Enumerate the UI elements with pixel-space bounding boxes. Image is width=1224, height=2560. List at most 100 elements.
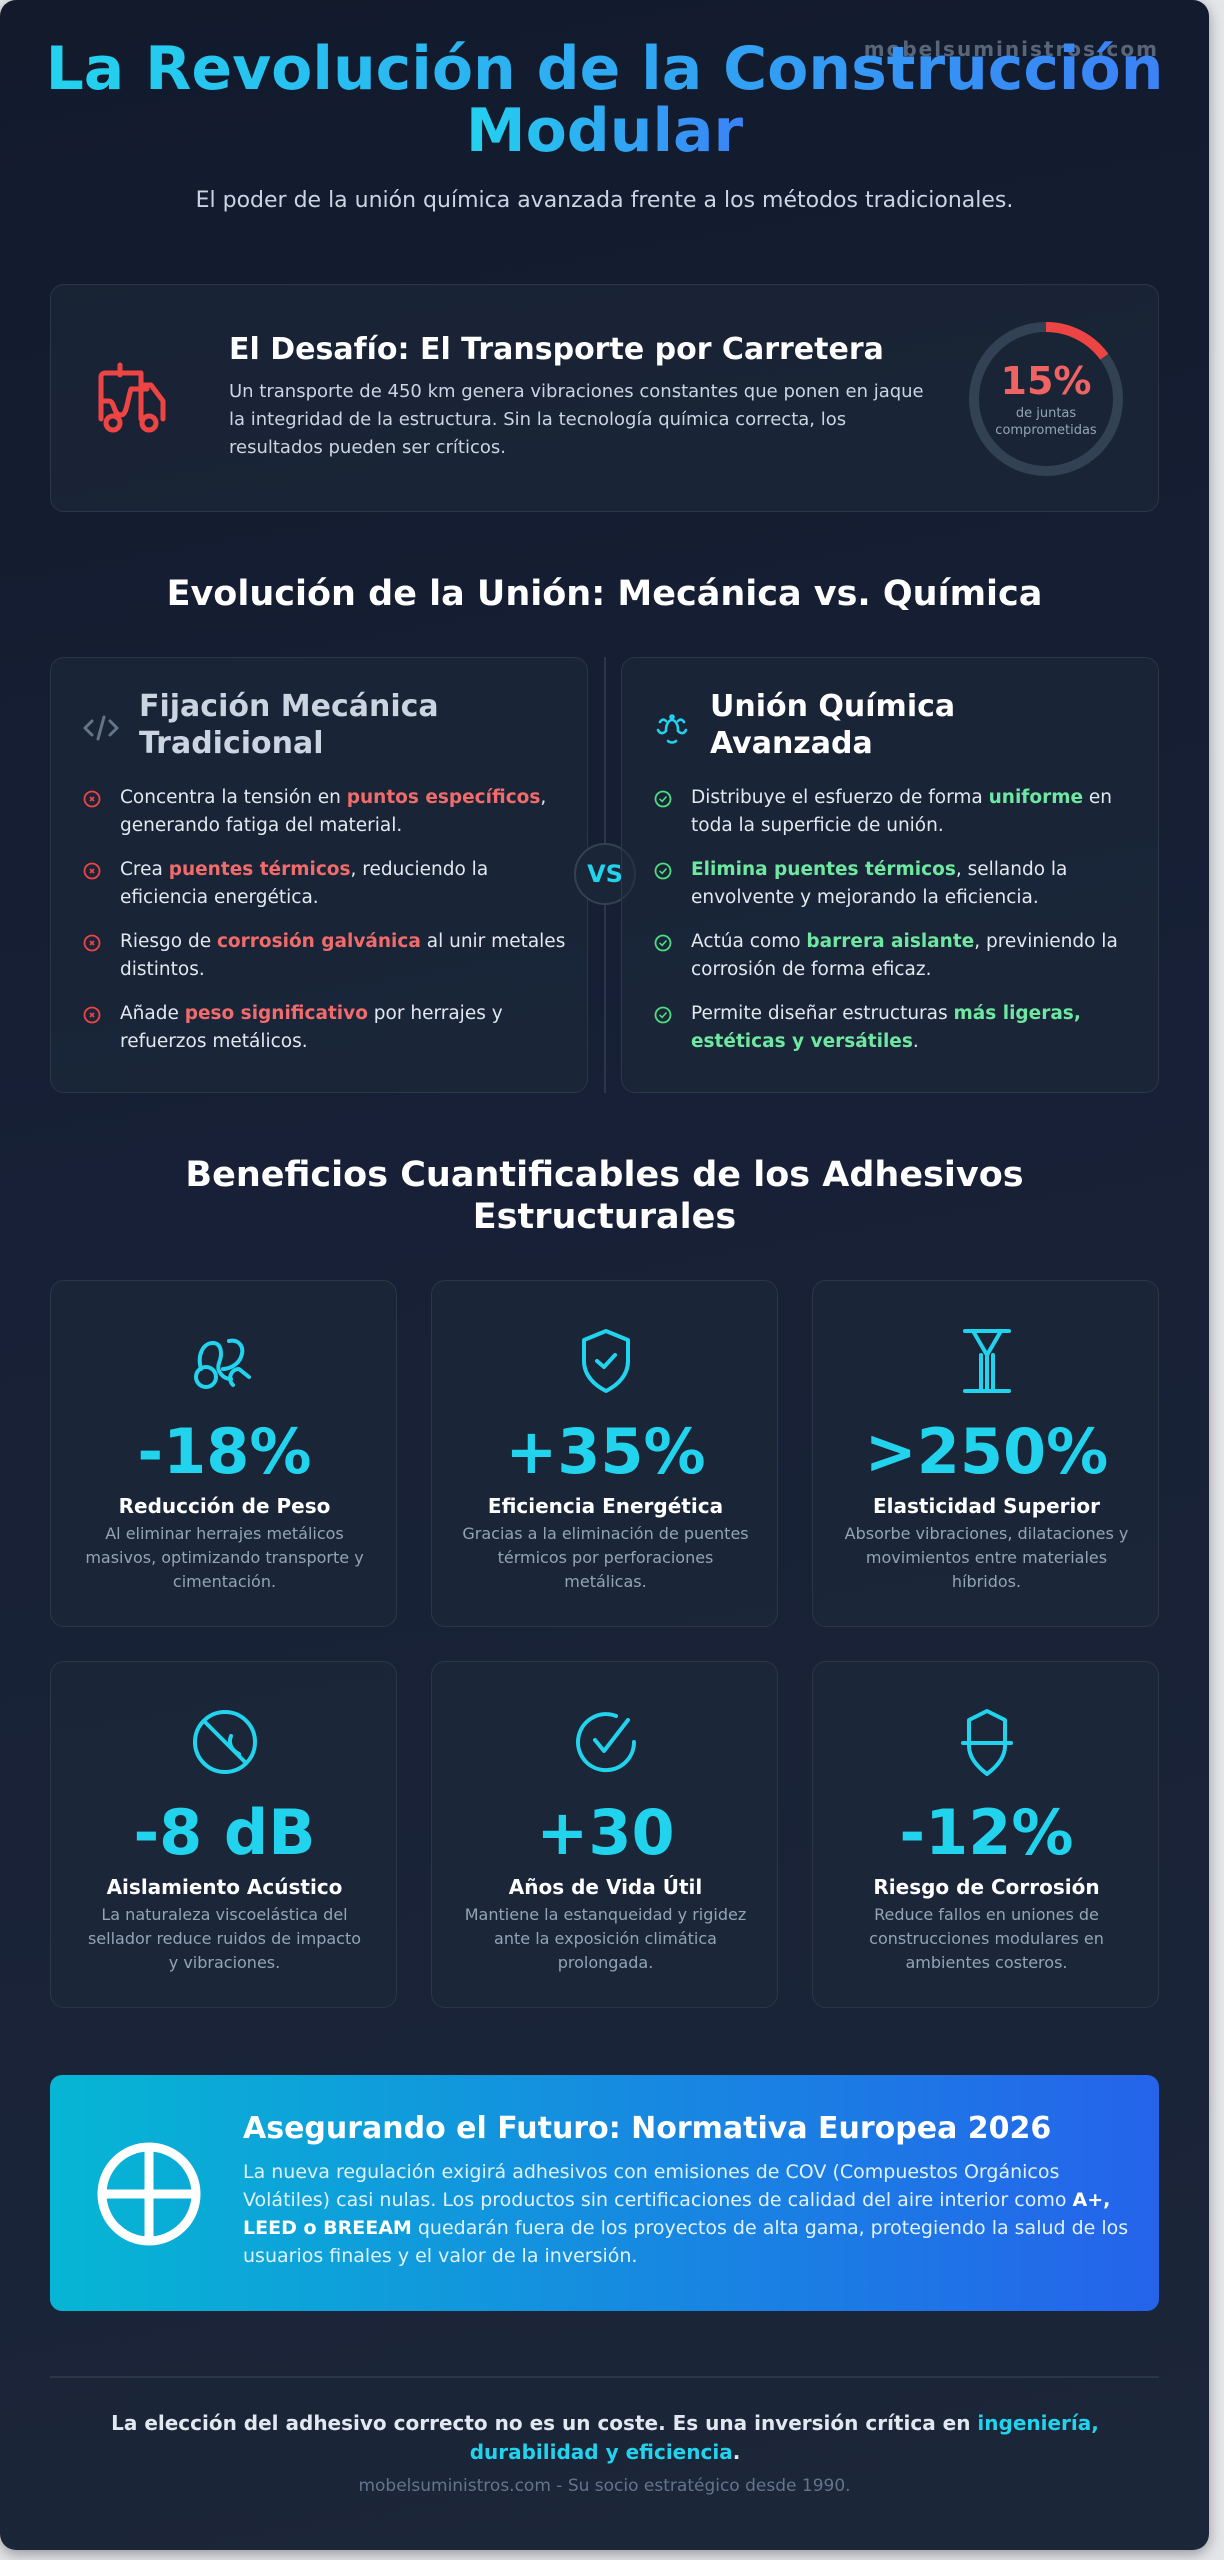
chemical-title: Unión Química Avanzada: [710, 688, 955, 762]
item-text: .: [912, 1031, 919, 1052]
challenge-text: Un transporte de 450 km genera vibracion…: [229, 381, 924, 458]
gauge-value: 15%: [1000, 359, 1092, 403]
benefit-card-energy: +35% Eficiencia Energética Gracias a la …: [431, 1280, 778, 1627]
item-text: , reduciendo la eficiencia energética.: [120, 859, 489, 908]
x-circle-icon: [83, 862, 101, 880]
check-circle-icon: [654, 790, 672, 808]
item-text: Actúa como: [691, 931, 807, 952]
challenge-card: El Desafío: El Transporte por Carretera …: [50, 284, 1159, 512]
benefit-name: Riesgo de Corrosión: [873, 1875, 1100, 1899]
item-highlight: barrera aislante: [806, 931, 975, 952]
benefit-description: Mantiene la estanqueidad y rigidez ante …: [464, 1905, 747, 1972]
item-highlight: puentes térmicos: [168, 859, 351, 880]
benefit-name: Eficiencia Energética: [487, 1494, 724, 1518]
item-highlight: más ligeras, estéticas y versátiles: [691, 1003, 1081, 1052]
item-text: , previniendo la corrosión de forma efic…: [691, 931, 1118, 980]
item-highlight: uniforme: [988, 787, 1084, 808]
item-text: Permite diseñar estructuras: [691, 1003, 954, 1024]
list-item: Actúa como barrera aislante, previniendo…: [654, 928, 1144, 984]
closing-text: La elección del adhesivo correcto no es …: [111, 2411, 978, 2435]
regulation-banner: Asegurando el Futuro: Normativa Europea …: [50, 2075, 1159, 2311]
list-item: Elimina puentes térmicos, sellando la en…: [654, 856, 1144, 912]
benefit-description: Al eliminar herrajes metálicos masivos, …: [85, 1524, 364, 1591]
item-text: Añade: [120, 1003, 185, 1024]
regulation-text-part: quedarán fuera de los proyectos de alta …: [243, 2217, 1129, 2267]
shield-half-icon: [961, 1709, 1013, 1776]
item-highlight: puntos específicos: [346, 787, 541, 808]
gauge-label: de juntas comprometidas: [966, 405, 1126, 439]
x-circle-icon: [83, 790, 101, 808]
list-item: Concentra la tensión en puntos específic…: [83, 784, 573, 840]
footer-tagline: mobelsuministros.com - Su socio estratég…: [358, 2476, 851, 2496]
footer-divider: [50, 2376, 1159, 2378]
check-circle-icon: [576, 1712, 637, 1773]
mechanical-title: Fijación Mecánica Tradicional: [139, 688, 439, 762]
benefit-card-corrosion: -12% Riesgo de Corrosión Reduce fallos e…: [812, 1661, 1159, 2008]
benefit-description: Absorbe vibraciones, dilataciones y movi…: [844, 1524, 1129, 1591]
shield-check-icon: [582, 1329, 630, 1393]
item-highlight: Elimina puentes térmicos: [691, 859, 956, 880]
benefit-value: -8 dB: [133, 1796, 316, 1869]
item-text: , generando fatiga del material.: [120, 787, 547, 836]
truck-icon: [98, 362, 166, 433]
closing-highlight: ingeniería, durabilidad y eficiencia: [469, 2411, 1099, 2464]
page-subtitle: El poder de la unión química avanzada fr…: [195, 188, 1014, 213]
item-highlight: peso significativo: [184, 1003, 368, 1024]
gauge-label-line-1: de juntas: [1015, 406, 1077, 421]
elastic-beam-icon: [963, 1329, 1011, 1393]
item-highlight: corrosión galvánica: [216, 931, 421, 952]
title-line-1: La Revolución de la Construcción: [45, 34, 1164, 104]
gauge-label-line-2: comprometidas: [995, 423, 1097, 438]
watermark: mobelsuministros.com: [864, 37, 1159, 61]
benefit-description: Reduce fallos en uniones de construccion…: [869, 1905, 1104, 1972]
x-circle-icon: [83, 934, 101, 952]
benefit-card-elasticity: >250% Elasticidad Superior Absorbe vibra…: [812, 1280, 1159, 1627]
mechanical-fixing-card: Fijación Mecánica Tradicional Concentra …: [50, 657, 588, 1093]
item-text: Crea: [120, 859, 169, 880]
benefit-name: Elasticidad Superior: [873, 1494, 1100, 1518]
benefit-card-weight: -18% Reducción de Peso Al eliminar herra…: [50, 1280, 397, 1627]
list-item: Permite diseñar estructuras más ligeras,…: [654, 1000, 1144, 1056]
title-line-2: Modular: [465, 96, 744, 166]
chemical-bonding-card: Unión Química Avanzada Distribuye el esf…: [621, 657, 1159, 1093]
chemical-title-line-2: Avanzada: [710, 726, 873, 761]
check-circle-icon: [654, 934, 672, 952]
globe-icon: [97, 2142, 201, 2246]
benefit-value: -18%: [137, 1415, 312, 1488]
benefit-description: La naturaleza viscoelástica del sellador…: [87, 1905, 362, 1972]
code-icon: [83, 715, 119, 741]
benefit-value: +35%: [505, 1415, 706, 1488]
sound-off-icon: [193, 1710, 257, 1774]
benefit-value: >250%: [864, 1415, 1109, 1488]
closing-text: .: [732, 2440, 741, 2464]
mechanical-title-line-1: Fijación Mecánica: [139, 689, 439, 724]
gauge-ring-icon: [969, 322, 1123, 476]
list-item: Añade peso significativo por herrajes y …: [83, 1000, 573, 1056]
benefits-title: Beneficios Cuantificables de los Adhesiv…: [0, 1154, 1209, 1238]
benefit-name: Años de Vida Útil: [508, 1875, 703, 1899]
mechanical-title-line-2: Tradicional: [139, 726, 324, 761]
benefit-value: +30: [536, 1796, 675, 1869]
item-text: Concentra la tensión en: [120, 787, 347, 808]
benefit-description: Gracias a la eliminación de puentes térm…: [462, 1524, 749, 1591]
item-text: , sellando la envolvente y mejorando la …: [691, 859, 1068, 908]
check-circle-icon: [654, 1006, 672, 1024]
benefit-card-lifespan: +30 Años de Vida Útil Mantiene la estanq…: [431, 1661, 778, 2008]
challenge-title: El Desafío: El Transporte por Carretera: [229, 332, 884, 367]
benefit-name: Reducción de Peso: [118, 1494, 331, 1518]
chemical-title-line-1: Unión Química: [710, 689, 956, 724]
certifications-highlight: A+, LEED o BREEAM: [243, 2189, 1111, 2239]
item-text: Distribuye el esfuerzo de forma: [691, 787, 989, 808]
item-text: en toda la superficie de unión.: [691, 787, 1113, 836]
page-title: La Revolución de la Construcción Modular: [0, 38, 1209, 162]
list-item: Riesgo de corrosión galvánica al unir me…: [83, 928, 573, 984]
mechanical-list: Concentra la tensión en puntos específic…: [83, 784, 573, 1072]
benefit-card-acoustic: -8 dB Aislamiento Acústico La naturaleza…: [50, 1661, 397, 2008]
weight-icon: [194, 1338, 251, 1389]
comparison-title: Evolución de la Unión: Mecánica vs. Quím…: [166, 574, 1043, 614]
list-item: Distribuye el esfuerzo de forma uniforme…: [654, 784, 1144, 840]
compromised-joints-gauge: 15% de juntas comprometidas: [966, 319, 1126, 479]
chemical-list: Distribuye el esfuerzo de forma uniforme…: [654, 784, 1144, 1072]
item-text: al unir metales distintos.: [120, 931, 566, 980]
